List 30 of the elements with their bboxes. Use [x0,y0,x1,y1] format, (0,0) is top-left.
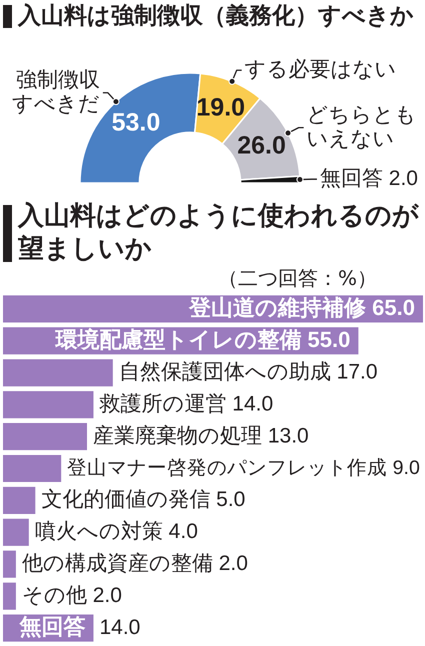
bar [3,486,36,514]
data-label: 14.0 [99,616,140,639]
category-label: 他の構成資産の整備 2.0 [22,552,248,576]
category-label: 登山マナー啓発のパンフレット作成 9.0 [67,456,420,479]
slice-label: する必要はない [244,58,397,82]
bar [3,423,87,450]
category-label: 登山道の維持補修 65.0 [189,295,415,320]
bar [3,391,94,418]
category-label: その他 2.0 [22,584,122,607]
category-label: 噴火への対策 4.0 [34,520,198,544]
bar [3,454,62,482]
category-label: 自然保護団体への助成 17.0 [118,360,378,384]
category-label: 産業廃棄物の処理 13.0 [93,424,309,448]
category-label: 救護所の運営 14.0 [99,392,274,416]
chart-title: 入山料はどのように使われるのが望ましいか [18,201,419,264]
y-tick-label: 無回答 [18,614,86,640]
category-label: 環境配慮型トイレの整備 55.0 [55,326,350,352]
slice-label: 強制徴収すべきだ [12,68,100,116]
data-label: 26.0 [237,131,286,160]
bar [3,359,113,386]
bar [3,518,29,546]
data-label: 19.0 [196,94,246,122]
slice-label: どちらともいえない [306,103,417,150]
legend-label: 無回答 2.0 [320,166,418,190]
category-label: 文化的価値の発信 5.0 [41,488,246,512]
chart-subtitle: （二つ回答：%） [218,266,378,290]
bar [3,550,16,578]
chart-title: 入山料は強制徴収（義務化）すべきか [18,3,414,29]
bar [3,582,16,610]
data-label: 53.0 [112,108,160,136]
